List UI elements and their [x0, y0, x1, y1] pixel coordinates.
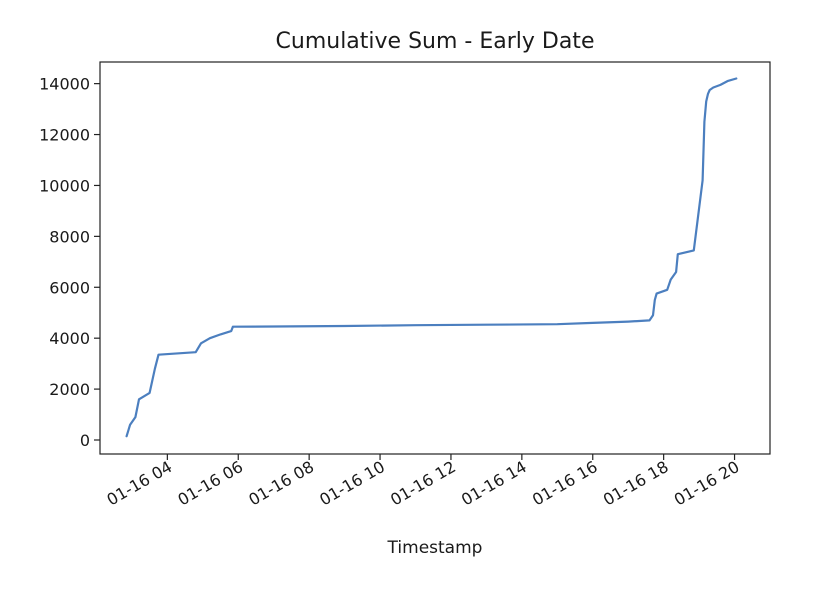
x-tick-label: 01-16 10: [316, 457, 388, 509]
x-tick-label: 01-16 06: [174, 457, 246, 509]
x-axis: 01-16 04 01-16 06 01-16 08 01-16 10 01-16 12…: [104, 454, 743, 509]
series-layer: [125, 77, 738, 438]
y-tick-label: 2000: [49, 380, 90, 399]
chart-title: Cumulative Sum - Early Date: [276, 29, 595, 54]
y-tick-label: 4000: [49, 329, 90, 348]
plot-frame: [99, 61, 771, 455]
y-tick-label: 0: [80, 431, 90, 450]
y-tick-label: 12000: [39, 126, 90, 145]
y-tick-label: 8000: [49, 227, 90, 246]
y-tick-label: 14000: [39, 75, 90, 94]
series-line-0: [125, 77, 738, 438]
y-tick-label: 6000: [49, 278, 90, 297]
y-tick-label: 10000: [39, 176, 90, 195]
x-tick-label: 01-16 04: [104, 457, 176, 509]
x-axis-label: Timestamp: [387, 538, 483, 558]
x-tick-label: 01-16 18: [600, 457, 672, 509]
x-tick-label: 01-16 14: [458, 457, 530, 509]
x-tick-label: 01-16 12: [387, 457, 459, 509]
y-axis: 0 2000 4000 6000 8000 10000 12000 14000: [39, 75, 100, 450]
x-tick-label: 01-16 16: [529, 457, 601, 509]
x-tick-label: 01-16 20: [671, 457, 743, 509]
x-tick-label: 01-16 08: [245, 457, 317, 509]
